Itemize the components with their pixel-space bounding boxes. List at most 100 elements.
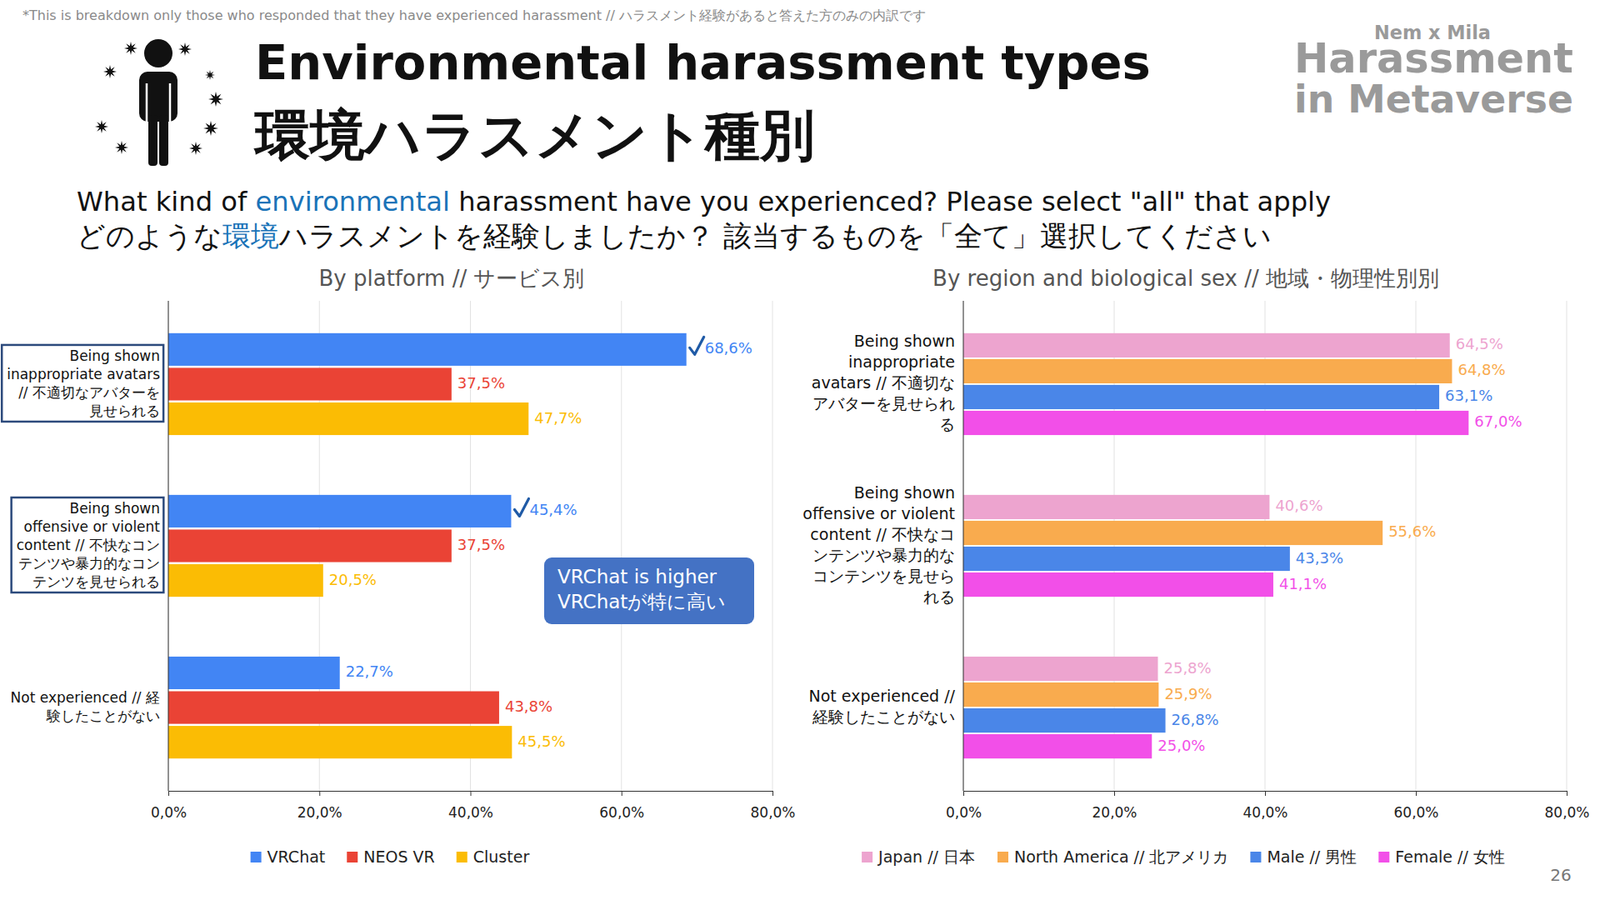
data-label: 63,1% [1445,386,1493,405]
icon-body [139,71,178,122]
grid-line [620,300,622,791]
bar [168,656,340,690]
icon-arm-gap [169,83,172,123]
legend-item: NEOS VR [346,847,435,866]
legend: Japan // 日本North America // 北アメリカMale //… [861,847,1505,866]
category-label: Being showninappropriateavatars // 不適切なア… [811,331,955,434]
data-label: 22,7% [345,662,394,680]
icon-sparkle [124,41,138,55]
icon-sparkle [208,91,224,107]
bars [168,333,687,759]
x-axis: 0,0%20,0%40,0%60,0%80,0% [945,790,1590,821]
category-label-line: 経験したことがない [811,707,955,726]
x-tick: 40,0% [1242,790,1288,821]
x-tick-mark [772,790,774,796]
category-label-line: content // 不快なコン [16,536,160,554]
category-label: Being showninappropriate avatars// 不適切なア… [6,347,160,420]
icon [95,39,224,166]
legend-item: Female // 女性 [1378,847,1505,866]
x-tick: 0,0% [150,790,187,821]
x-tick: 60,0% [1393,790,1439,821]
category-label-line: Being shown [854,331,955,350]
icon-sparkle [178,42,192,56]
category-label-line: avatars // 不適切な [811,373,955,392]
data-label: 43,3% [1295,549,1344,567]
icon-sparkle [95,120,109,134]
category-label: Not experienced //経験したことがない [808,686,955,726]
grid-line [1566,300,1568,791]
x-tick-mark [319,790,320,796]
category-label-line: 験したことがない [45,707,160,725]
bars [963,333,1469,759]
bar [168,725,512,759]
data-label: 25,0% [1157,736,1205,755]
grid [168,300,773,791]
bar [963,572,1274,597]
category-label-line: ンテンツや暴力的な [812,545,955,565]
x-tick-mark [1265,790,1266,796]
logo-line: Harassment [1294,34,1574,83]
legend-label: Japan // 日本 [877,847,975,866]
annotation: VRChat is higherVRChatが特に高い [544,557,755,625]
x-axis: 0,0%20,0%40,0%60,0%80,0% [150,790,796,821]
grid [963,300,1567,791]
x-tick-label: 60,0% [1393,804,1439,821]
category-label: Being shownoffensive or violentcontent /… [16,500,161,590]
data-label: 25,9% [1164,685,1212,703]
category-labels: Being showninappropriateavatars // 不適切なア… [802,331,955,726]
x-tick: 40,0% [448,790,494,821]
x-tick-label: 60,0% [599,804,645,821]
icon-arm-gap [145,83,149,123]
category-label-line: 見せられる [89,402,160,420]
legend-swatch [1378,851,1390,863]
chart-title: By region and biological sex // 地域・物理性別別 [932,265,1440,291]
question-part: ハラスメントを経験しましたか？ 該当するものを「全て」選択してください [278,219,1272,253]
legend-label: VRChat [267,847,326,866]
x-tick-mark [168,790,170,796]
legend-swatch [250,851,262,863]
data-labels: 64,5%40,6%25,8%64,8%55,6%25,9%63,1%43,3%… [1157,335,1522,754]
category-label-line: テンツを見せられる [32,573,160,590]
legend-item: Male // 男性 [1250,847,1357,866]
bar [963,520,1383,545]
check-mark [514,498,529,516]
x-tick-label: 0,0% [150,804,187,821]
chart-title: By platform // サービス別 [318,265,585,291]
bar [963,359,1452,384]
y-axis-line [963,300,965,791]
legend-item: Cluster [456,847,530,866]
data-label: 26,8% [1171,710,1220,729]
category-label-line: Not experienced // 経 [10,689,160,706]
annotation-text: VRChatが特に高い [557,590,726,613]
data-label: 43,8% [505,697,553,715]
bar [168,333,687,366]
category-label-line: Being shown [69,347,160,365]
data-labels: 68,6%45,4%22,7%37,5%37,5%43,8%47,7%20,5%… [329,336,753,750]
bar [168,402,529,435]
x-tick: 20,0% [1091,790,1137,821]
category-label-line: コンテンツを見せら [812,566,955,585]
data-label: 37,5% [457,374,505,392]
data-label: 45,4% [529,500,577,519]
bar [168,691,500,725]
category-label-line: Being shown [854,483,955,502]
x-tick: 20,0% [297,790,343,821]
question: What kind of environmental harassment ha… [76,185,1331,218]
bar [963,708,1166,733]
question-emphasis: 環境 [222,219,280,253]
icon-sparkle [189,141,203,155]
bar [963,385,1440,410]
category-label: Not experienced // 経験したことがない [10,689,160,725]
icon-leg [148,115,158,166]
title: Environmental harassment types [255,35,1151,91]
chart: By platform // サービス別68,6%45,4%22,7%37,5%… [1,265,795,866]
icon-sparkle [203,120,219,136]
bar [963,333,1450,358]
category-label-line: Being shown [69,500,160,517]
data-label: 41,1% [1279,575,1327,593]
bar [168,564,324,597]
x-tick-mark [963,790,965,796]
legend-swatch [1250,851,1261,863]
category-label-line: inappropriate [848,352,955,371]
legend-swatch [346,851,358,863]
